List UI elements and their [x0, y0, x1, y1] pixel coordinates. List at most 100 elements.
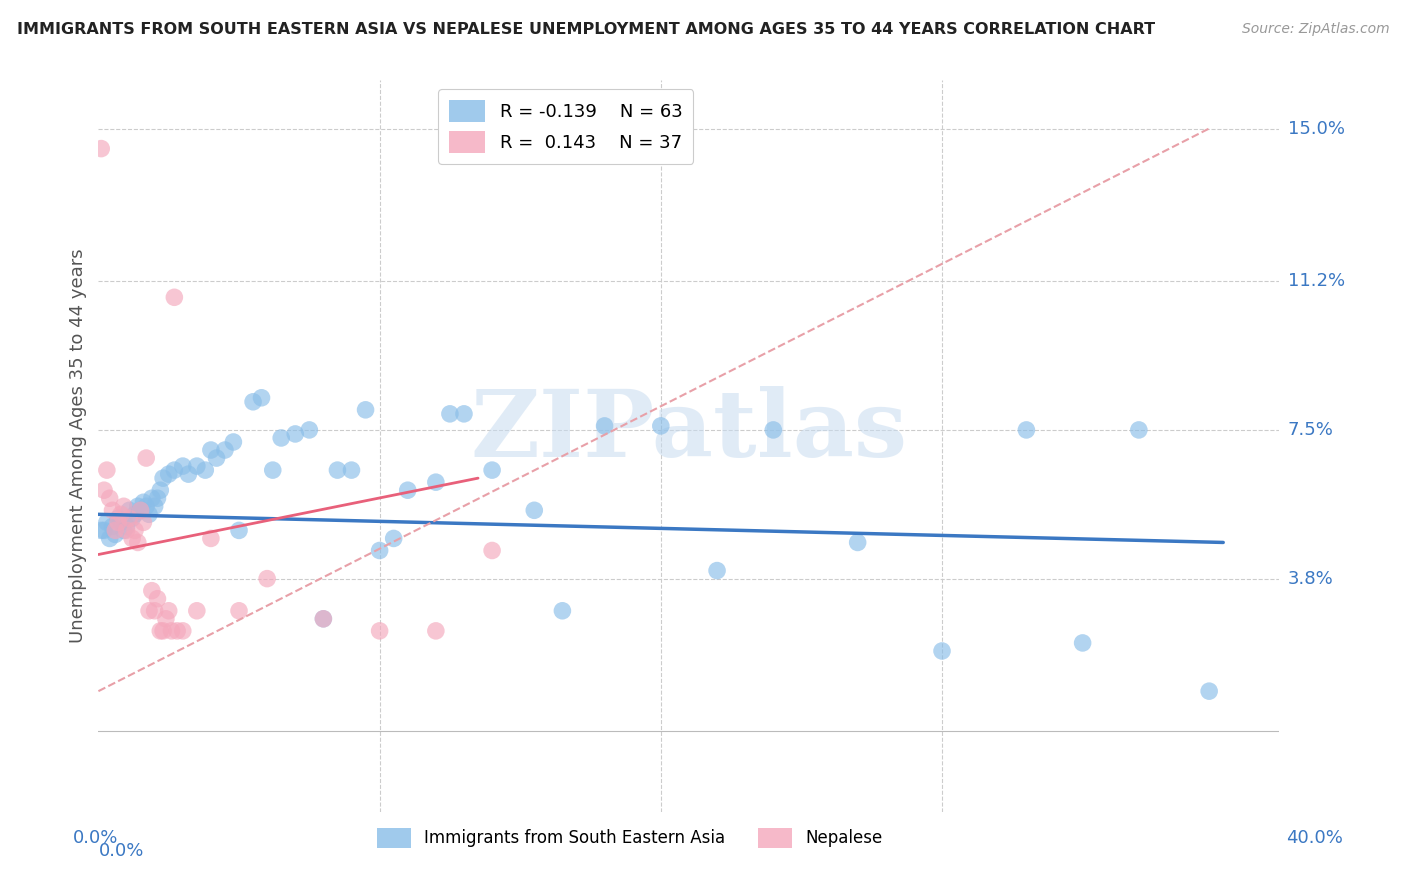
Point — [172, 459, 194, 474]
Point — [141, 491, 163, 506]
Point — [138, 604, 160, 618]
Point — [228, 524, 250, 538]
Point — [453, 407, 475, 421]
Point — [101, 519, 124, 533]
Point — [143, 500, 166, 514]
Point — [157, 467, 180, 482]
Point — [132, 516, 155, 530]
Point — [706, 564, 728, 578]
Point — [149, 483, 172, 498]
Point — [98, 532, 121, 546]
Point — [127, 500, 149, 514]
Point — [312, 612, 335, 626]
Point — [127, 535, 149, 549]
Point — [186, 604, 208, 618]
Point — [115, 519, 138, 533]
Point — [112, 524, 135, 538]
Point — [205, 451, 228, 466]
Point — [93, 483, 115, 498]
Text: 0.0%: 0.0% — [73, 829, 118, 847]
Point — [149, 624, 172, 638]
Point — [157, 604, 180, 618]
Point — [118, 503, 141, 517]
Point — [166, 624, 188, 638]
Point — [551, 604, 574, 618]
Point — [650, 418, 672, 433]
Point — [129, 503, 152, 517]
Point — [382, 532, 405, 546]
Point — [396, 483, 419, 498]
Point — [368, 543, 391, 558]
Point — [425, 475, 447, 490]
Point — [112, 500, 135, 514]
Point — [340, 463, 363, 477]
Text: 40.0%: 40.0% — [1286, 829, 1343, 847]
Point — [110, 516, 132, 530]
Text: 0.0%: 0.0% — [98, 842, 143, 860]
Point — [132, 495, 155, 509]
Text: 15.0%: 15.0% — [1288, 120, 1344, 137]
Point — [110, 508, 132, 522]
Text: 11.2%: 11.2% — [1288, 272, 1346, 290]
Point — [163, 463, 186, 477]
Point — [1198, 684, 1220, 698]
Point — [186, 459, 208, 474]
Point — [138, 508, 160, 522]
Point — [262, 463, 284, 477]
Point — [152, 624, 174, 638]
Point — [200, 443, 222, 458]
Y-axis label: Unemployment Among Ages 35 to 44 years: Unemployment Among Ages 35 to 44 years — [69, 249, 87, 643]
Point — [121, 511, 143, 525]
Legend: Immigrants from South Eastern Asia, Nepalese: Immigrants from South Eastern Asia, Nepa… — [371, 821, 889, 855]
Point — [146, 491, 169, 506]
Point — [160, 624, 183, 638]
Point — [1015, 423, 1038, 437]
Text: Source: ZipAtlas.com: Source: ZipAtlas.com — [1241, 22, 1389, 37]
Point — [107, 511, 129, 525]
Point — [155, 612, 177, 626]
Point — [222, 434, 245, 449]
Point — [115, 524, 138, 538]
Point — [481, 543, 503, 558]
Point — [762, 423, 785, 437]
Text: 7.5%: 7.5% — [1288, 421, 1334, 439]
Point — [90, 142, 112, 156]
Point — [214, 443, 236, 458]
Point — [846, 535, 869, 549]
Point — [129, 503, 152, 517]
Point — [200, 532, 222, 546]
Point — [250, 391, 273, 405]
Point — [107, 516, 129, 530]
Point — [1071, 636, 1094, 650]
Point — [270, 431, 292, 445]
Point — [523, 503, 546, 517]
Point — [152, 471, 174, 485]
Point — [593, 418, 616, 433]
Point — [172, 624, 194, 638]
Point — [124, 524, 146, 538]
Point — [177, 467, 200, 482]
Point — [121, 532, 143, 546]
Text: ZIPatlas: ZIPatlas — [471, 386, 907, 476]
Point — [931, 644, 953, 658]
Point — [93, 524, 115, 538]
Point — [1128, 423, 1150, 437]
Point — [439, 407, 461, 421]
Point — [135, 451, 157, 466]
Point — [256, 572, 278, 586]
Point — [90, 524, 112, 538]
Point — [284, 426, 307, 441]
Point — [135, 500, 157, 514]
Point — [326, 463, 349, 477]
Point — [312, 612, 335, 626]
Point — [96, 516, 118, 530]
Point — [124, 508, 146, 522]
Point — [298, 423, 321, 437]
Point — [242, 394, 264, 409]
Point — [141, 583, 163, 598]
Point — [354, 402, 377, 417]
Point — [481, 463, 503, 477]
Point — [101, 503, 124, 517]
Text: 3.8%: 3.8% — [1288, 570, 1333, 588]
Point — [118, 511, 141, 525]
